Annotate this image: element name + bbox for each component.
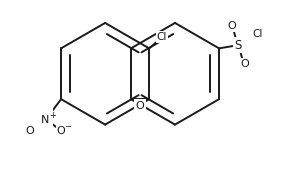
Text: −: − [64, 122, 71, 132]
Text: O: O [227, 21, 236, 31]
Text: O: O [25, 126, 34, 136]
Text: O: O [240, 59, 249, 69]
Text: S: S [234, 39, 242, 52]
Text: Cl: Cl [157, 32, 167, 42]
Text: +: + [49, 111, 56, 120]
Text: N: N [41, 115, 49, 125]
Text: O: O [136, 101, 144, 111]
Text: O: O [57, 126, 65, 136]
Text: Cl: Cl [252, 29, 262, 39]
